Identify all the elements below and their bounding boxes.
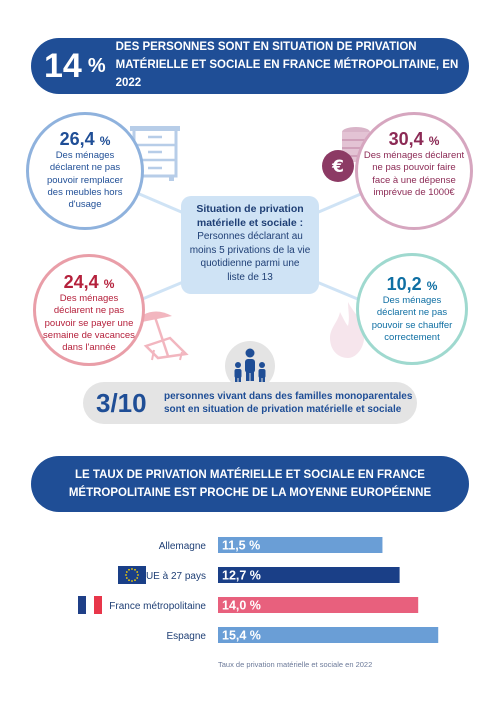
france-flag-icon — [78, 596, 102, 614]
family-icon — [225, 341, 275, 391]
single-parent-stat: 3/10 personnes vivant dans des familles … — [83, 382, 417, 424]
vacation-stat-value: 24,4 % — [63, 272, 115, 292]
heating-stat-circle: 10,2 % Des ménages déclarent ne pas pouvoi… — [356, 253, 468, 365]
bar-value-label-2: 14,0 % — [222, 599, 261, 613]
header-line-2: MATÉRIELLE ET SOCIALE EN FRANCE MÉTROPOL… — [115, 59, 459, 89]
bar-0 — [218, 537, 383, 553]
expense-stat-circle: 30,4 % Des ménages déclarent ne pas pouvo… — [355, 112, 473, 230]
header-banner: 14 % DES PERSONNES SONT EN SITUATION DE … — [31, 38, 469, 94]
header-big-value: 14 — [44, 47, 82, 85]
definition-body: Personnes déclarant au moins 5 privations… — [189, 231, 311, 283]
coins-icon: € — [322, 127, 370, 182]
definition-title: Situation de privation matérielle et soci… — [196, 203, 304, 229]
category-label-2: France métropolitaine — [109, 601, 206, 612]
vacation-stat-circle: 24,4 % Des ménages déclarent ne pas pouvoi… — [33, 254, 145, 366]
eu-flag-icon — [118, 566, 146, 584]
bar-1 — [218, 567, 400, 583]
definition-box: Situation de privation matérielle et soci… — [181, 196, 319, 294]
furniture-stat-circle: 26,4 % Des ménages déclarent ne pas pouvoi… — [26, 112, 144, 230]
bar-value-label-1: 12,7 % — [222, 569, 261, 583]
flame-icon — [330, 302, 365, 358]
heating-stat-description: Des ménages déclarent ne pas pouvoir se ch… — [371, 295, 453, 344]
section-banner: LE TAUX DE PRIVATION MATÉRIELLE ET SOCIA… — [31, 456, 469, 512]
single-parent-value: 3/10 — [96, 387, 147, 418]
header-line-1: DES PERSONNES SONT EN SITUATION DE PRIVA… — [115, 41, 417, 54]
furniture-stat-value: 26,4 % — [59, 129, 111, 149]
furniture-stat-description: Des ménages déclarent ne pas pouvoir rempl… — [46, 150, 124, 211]
heating-stat-value: 10,2 % — [386, 274, 438, 294]
chart-note: Taux de privation matérielle et sociale … — [218, 660, 373, 669]
section-title: LE TAUX DE PRIVATION MATÉRIELLE ET SOCIA… — [68, 468, 432, 499]
expense-stat-value: 30,4 % — [388, 129, 440, 149]
category-label-3: Espagne — [167, 631, 207, 642]
bar-value-label-0: 11,5 % — [222, 539, 260, 553]
vacation-stat-description: Des ménages déclarent ne pas pouvoir se pa… — [43, 293, 135, 354]
header-big-unit: % — [87, 54, 106, 77]
expense-stat-description: Des ménages déclarent ne pas pouvoir fair… — [363, 150, 465, 199]
bar-value-label-3: 15,4 % — [222, 629, 261, 643]
bar-2 — [218, 597, 419, 613]
header-text: DES PERSONNES SONT EN SITUATION DE PRIVA… — [116, 39, 469, 92]
svg-text:€: € — [331, 157, 344, 177]
bar-3 — [218, 627, 439, 643]
single-parent-text: personnes vivant dans des familles monop… — [164, 391, 413, 415]
bar-chart: 11,5 % Allemagne 12,7 % UE à 27 pays 14,0 % F… — [78, 537, 439, 643]
category-label-0: Allemagne — [159, 541, 207, 552]
category-label-1: UE à 27 pays — [146, 571, 206, 582]
